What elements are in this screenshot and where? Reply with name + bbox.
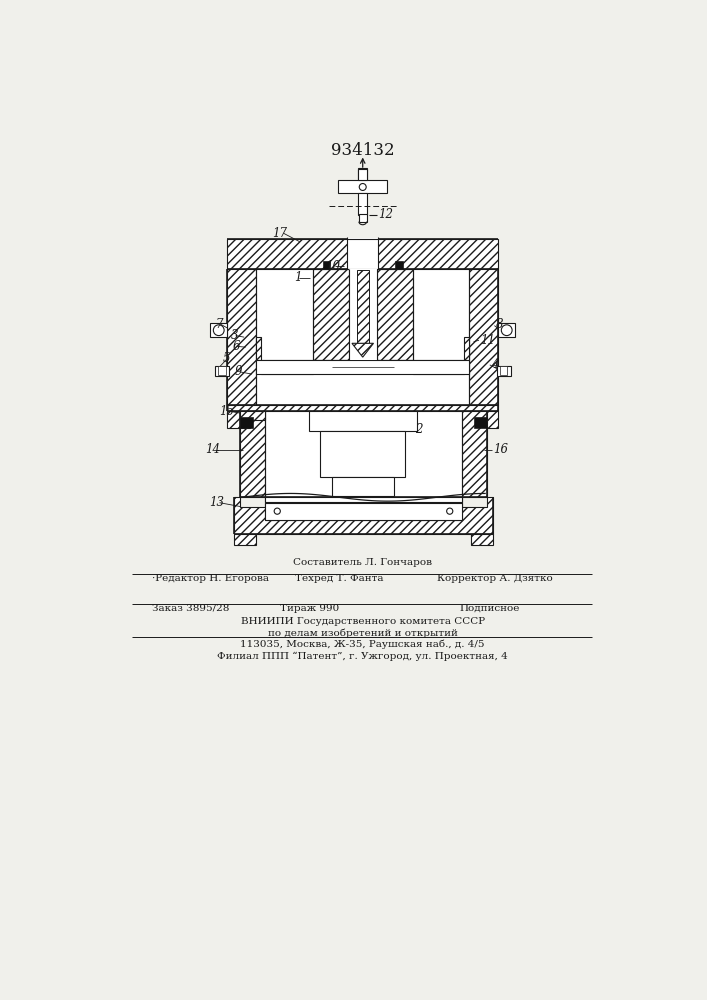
Bar xyxy=(358,169,368,180)
Text: ·Редактор Н. Егорова: ·Редактор Н. Егорова xyxy=(152,574,269,583)
Polygon shape xyxy=(227,239,498,269)
Text: 10: 10 xyxy=(325,260,340,273)
Text: 4: 4 xyxy=(491,358,499,371)
Bar xyxy=(234,534,256,545)
Text: 6: 6 xyxy=(233,340,240,353)
Bar xyxy=(309,411,416,431)
Bar xyxy=(240,417,252,428)
Text: Подписное: Подписное xyxy=(460,604,520,613)
Polygon shape xyxy=(486,411,498,428)
Circle shape xyxy=(359,184,366,190)
Text: 934132: 934132 xyxy=(331,142,395,159)
Bar xyxy=(265,503,462,520)
Text: 12: 12 xyxy=(378,208,393,221)
Bar xyxy=(358,168,368,182)
Bar xyxy=(500,366,508,375)
Bar xyxy=(215,366,229,376)
Polygon shape xyxy=(469,269,498,405)
Polygon shape xyxy=(413,337,469,374)
Text: Тираж 990: Тираж 990 xyxy=(280,604,339,613)
Polygon shape xyxy=(257,337,312,374)
Text: 15: 15 xyxy=(218,405,234,418)
Polygon shape xyxy=(377,269,413,360)
Bar xyxy=(498,323,515,337)
Text: ВНИИПИ Государственного комитета СССР: ВНИИПИ Государственного комитета СССР xyxy=(240,617,485,626)
Bar xyxy=(349,269,377,360)
Text: 16: 16 xyxy=(493,443,508,456)
Bar xyxy=(257,269,469,405)
Circle shape xyxy=(447,508,452,514)
Polygon shape xyxy=(312,269,349,360)
Bar xyxy=(332,477,394,496)
Text: Корректор А. Дзятко: Корректор А. Дзятко xyxy=(437,574,552,583)
Text: Техред Т. Фанта: Техред Т. Фанта xyxy=(295,574,383,583)
Text: 113035, Москва, Ж-35, Раушская наб., д. 4/5: 113035, Москва, Ж-35, Раушская наб., д. … xyxy=(240,640,485,649)
Text: 14: 14 xyxy=(206,443,221,456)
Bar xyxy=(210,323,227,337)
Polygon shape xyxy=(227,269,257,405)
Text: 3: 3 xyxy=(231,329,238,342)
Text: Заказ 3895/28: Заказ 3895/28 xyxy=(152,604,229,613)
Text: 2: 2 xyxy=(415,423,423,436)
Text: 1: 1 xyxy=(294,271,302,284)
Bar xyxy=(257,360,469,374)
Bar xyxy=(322,261,330,269)
Polygon shape xyxy=(240,411,265,497)
Text: 9: 9 xyxy=(235,365,243,378)
Bar xyxy=(218,366,226,375)
Polygon shape xyxy=(352,343,373,357)
Bar xyxy=(265,497,462,502)
Text: Составитель Л. Гончаров: Составитель Л. Гончаров xyxy=(293,558,432,567)
Text: 11: 11 xyxy=(481,334,496,347)
Bar xyxy=(356,270,369,343)
Polygon shape xyxy=(462,411,486,497)
Text: Филиал ППП “Патент”, г. Ужгород, ул. Проектная, 4: Филиал ППП “Патент”, г. Ужгород, ул. Про… xyxy=(217,651,508,661)
Circle shape xyxy=(274,508,281,514)
Bar xyxy=(395,261,403,269)
Bar xyxy=(320,431,405,477)
Circle shape xyxy=(214,325,224,336)
Bar xyxy=(338,180,387,193)
Text: 8: 8 xyxy=(496,318,503,331)
Polygon shape xyxy=(227,405,498,411)
Bar xyxy=(474,417,486,428)
Bar xyxy=(472,534,493,545)
Bar xyxy=(265,411,462,497)
Polygon shape xyxy=(227,411,240,428)
Bar xyxy=(265,497,462,520)
Bar xyxy=(347,238,378,269)
Bar xyxy=(359,214,366,222)
Polygon shape xyxy=(234,497,493,534)
Text: 13: 13 xyxy=(209,496,225,509)
Bar xyxy=(497,366,510,376)
Text: по делам изобретений и открытий: по делам изобретений и открытий xyxy=(268,628,457,638)
Bar xyxy=(358,193,368,215)
Text: 7: 7 xyxy=(216,318,223,331)
Text: 17: 17 xyxy=(272,227,287,240)
Text: 5: 5 xyxy=(223,352,230,365)
Polygon shape xyxy=(240,411,265,428)
Circle shape xyxy=(501,325,512,336)
